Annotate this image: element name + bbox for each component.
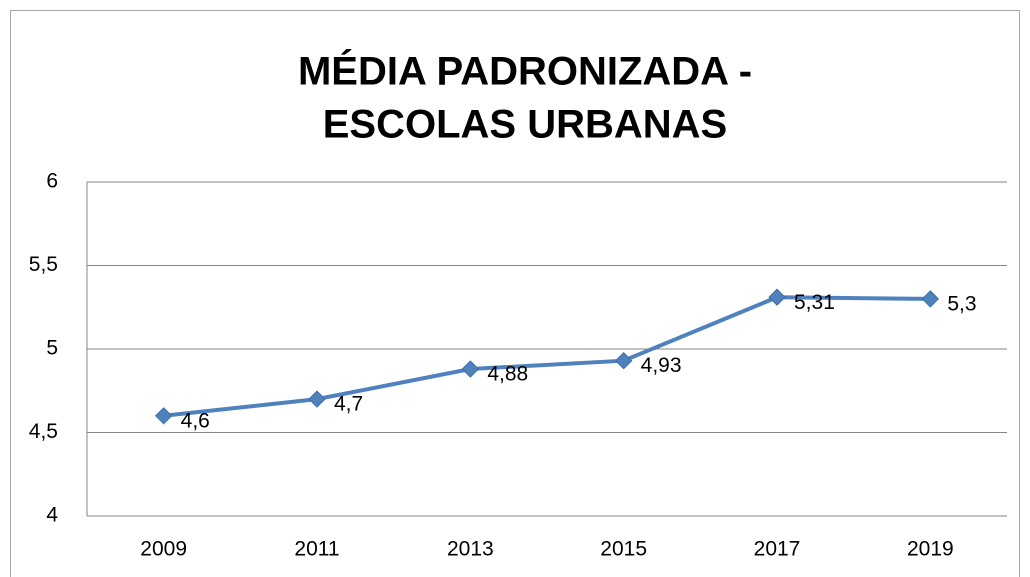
point-marker [768, 288, 786, 306]
x-tick-label: 2015 [600, 538, 647, 561]
data-label: 4,93 [641, 354, 682, 377]
x-tick-label: 2019 [907, 538, 954, 561]
y-tick-label: 6 [46, 170, 58, 193]
y-tick-label: 4 [46, 504, 58, 527]
data-label: 4,7 [334, 393, 363, 416]
point-marker [614, 351, 633, 370]
x-tick-label: 2017 [754, 538, 801, 561]
y-tick-label: 5 [46, 337, 58, 360]
point-marker [154, 407, 173, 425]
data-label: 4,6 [181, 409, 210, 432]
data-label: 4,88 [487, 363, 528, 386]
data-label: 5,3 [947, 292, 976, 315]
x-tick-label: 2009 [140, 538, 187, 561]
data-label: 5,31 [794, 291, 835, 314]
point-marker [308, 390, 326, 408]
chart-title: MÉDIA PADRONIZADA - [298, 49, 752, 94]
chart-border [10, 10, 1020, 577]
y-tick-label: 4,5 [29, 420, 58, 443]
point-marker [461, 360, 480, 378]
point-marker [921, 290, 940, 308]
chart-title: ESCOLAS URBANAS [323, 103, 727, 147]
y-tick-label: 5,5 [29, 253, 58, 276]
x-tick-label: 2013 [447, 538, 494, 561]
series-line [163, 295, 931, 418]
x-tick-label: 2011 [294, 538, 339, 561]
